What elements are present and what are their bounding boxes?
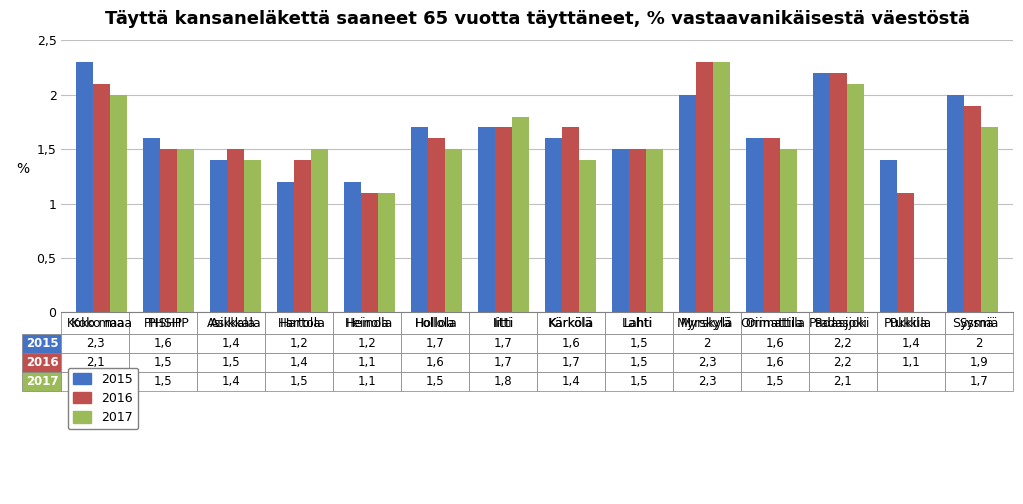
Title: Täyttä kansaneläkettä saaneet 65 vuotta täyttäneet, % vastaavanikäisestä väestös: Täyttä kansaneläkettä saaneet 65 vuotta … (104, 10, 970, 28)
Bar (227, 149, 243, 312)
Bar (679, 95, 697, 312)
Bar (77, 62, 93, 312)
Bar (445, 149, 461, 312)
Bar (747, 138, 763, 312)
Legend: 2015, 2016, 2017: 2015, 2016, 2017 (68, 368, 138, 429)
Bar (813, 73, 831, 312)
Bar (646, 149, 663, 312)
Bar (161, 149, 177, 312)
Bar (847, 84, 863, 312)
Bar (831, 73, 847, 312)
Bar (780, 149, 797, 312)
Bar (495, 128, 512, 312)
Bar (613, 149, 629, 312)
Bar (947, 95, 965, 312)
Bar (512, 116, 529, 312)
Bar (411, 128, 429, 312)
Bar (697, 62, 713, 312)
Bar (579, 160, 595, 312)
Bar (311, 149, 327, 312)
Bar (763, 138, 780, 312)
Bar (713, 62, 729, 312)
Bar (109, 95, 127, 312)
Bar (143, 138, 161, 312)
Bar (545, 138, 563, 312)
Bar (93, 84, 109, 312)
Bar (361, 193, 377, 312)
Bar (563, 128, 579, 312)
Bar (177, 149, 193, 312)
Bar (981, 128, 997, 312)
Bar (881, 160, 897, 312)
Y-axis label: %: % (16, 162, 30, 176)
Bar (897, 193, 914, 312)
Bar (345, 182, 361, 312)
Bar (243, 160, 261, 312)
Bar (211, 160, 227, 312)
Bar (965, 106, 981, 312)
Bar (295, 160, 311, 312)
Bar (277, 182, 295, 312)
Bar (429, 138, 445, 312)
Bar (479, 128, 495, 312)
Bar (377, 193, 395, 312)
Bar (629, 149, 646, 312)
